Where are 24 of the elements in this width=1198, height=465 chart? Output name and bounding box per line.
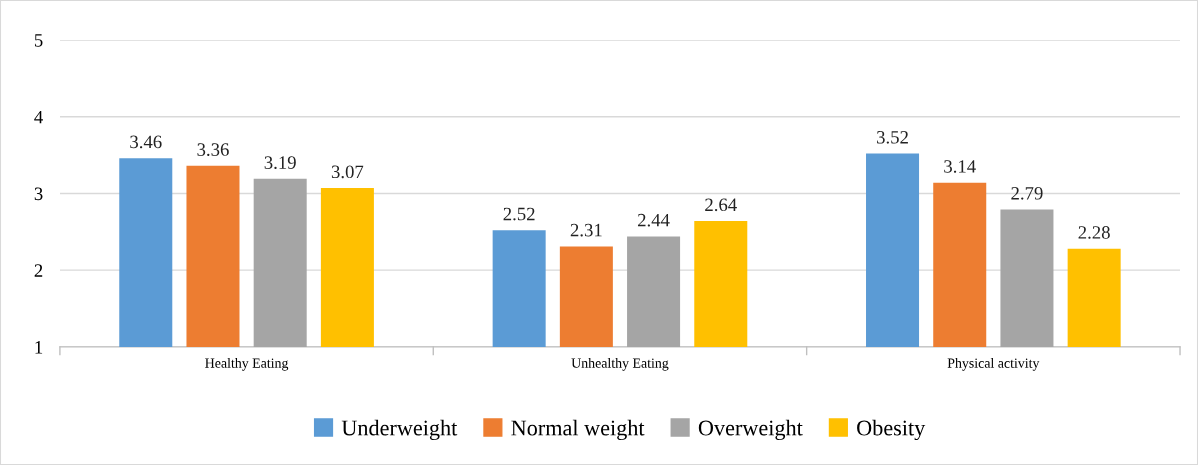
data-label: 3.07 [331,165,364,179]
y-tick-label: 4 [34,110,43,124]
legend-label: Normal weight [511,419,645,441]
y-tick-label: 3 [34,187,43,201]
x-tick-label: Unhealthy Eating [571,358,669,371]
data-label: 2.31 [570,223,602,237]
legend-label: Overweight [698,419,803,441]
data-label: 3.19 [264,156,296,169]
data-label: 2.64 [705,198,737,212]
data-label: 3.52 [877,131,908,144]
data-label: 2.44 [637,213,670,227]
data-label: 3.14 [944,160,976,173]
data-label: 3.46 [130,135,162,149]
legend-label: Underweight [341,419,458,441]
y-tick-label: 1 [35,341,43,354]
x-tick-label: Healthy Eating [205,358,289,371]
data-label: 2.28 [1078,226,1110,239]
data-label: 3.36 [197,143,229,156]
data-label: 2.79 [1011,187,1043,200]
x-tick-label: Physical activity [947,358,1040,371]
y-tick-label: 2 [34,264,43,277]
data-label: 2.52 [503,207,535,221]
legend-label: Obesity [857,419,926,441]
y-tick-label: 5 [34,34,43,47]
